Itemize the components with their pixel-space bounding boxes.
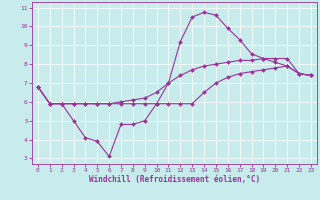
X-axis label: Windchill (Refroidissement éolien,°C): Windchill (Refroidissement éolien,°C) xyxy=(89,175,260,184)
